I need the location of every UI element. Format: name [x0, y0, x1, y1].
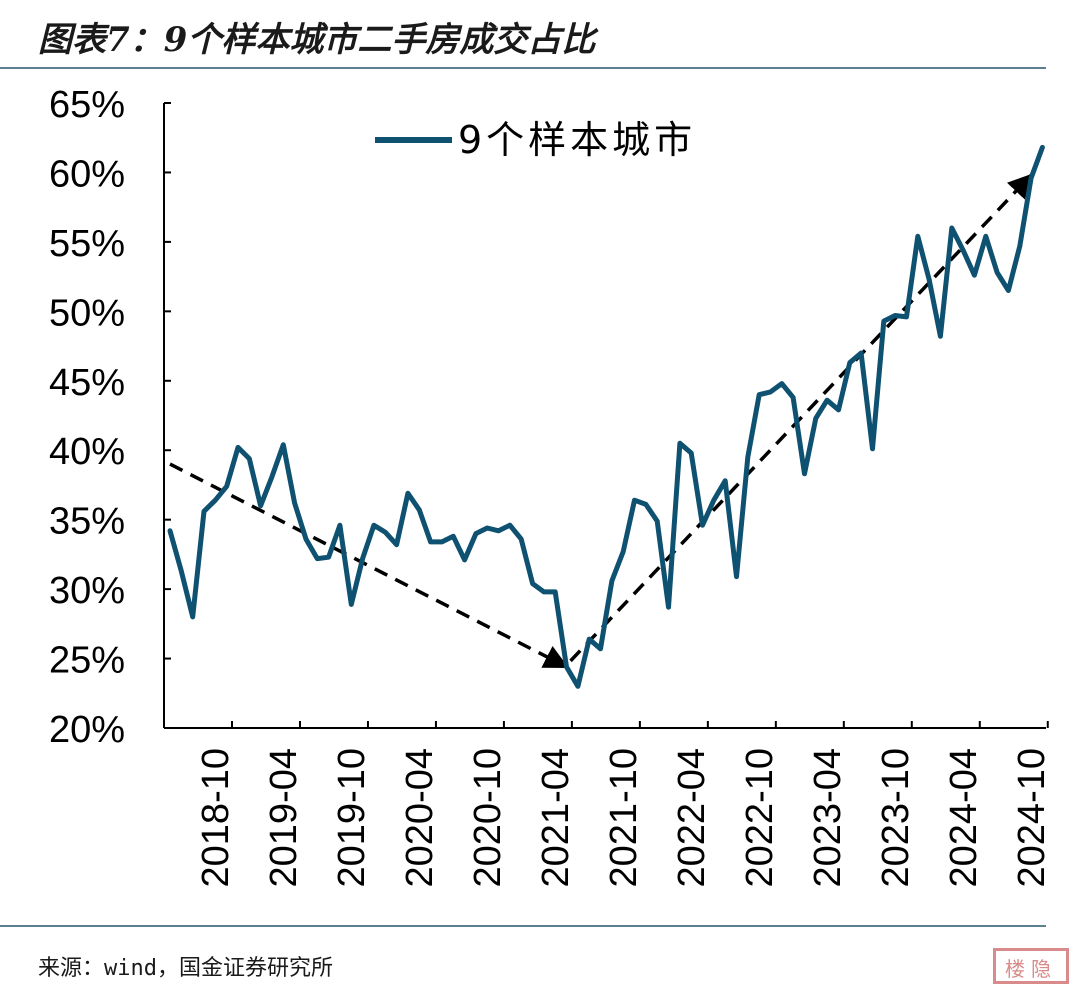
y-tick-label: 50%: [49, 292, 125, 334]
x-tick-label: 2024-10: [1011, 748, 1053, 887]
x-tick-label: 2023-04: [807, 748, 849, 887]
x-tick-label: 2021-04: [535, 748, 577, 887]
x-tick-label: 2020-04: [399, 748, 441, 887]
downtrend-arrow: [169, 462, 569, 669]
series-line: [167, 144, 1045, 689]
x-tick-label: 2019-04: [263, 748, 305, 887]
bottom-rule: [0, 925, 1046, 927]
y-tick-label: 60%: [49, 153, 125, 195]
chart-title: 图表7：9个样本城市二手房成交占比: [38, 20, 596, 60]
y-tick-label: 25%: [49, 640, 125, 682]
y-tick-label: 40%: [49, 431, 125, 473]
y-tick-label: 20%: [49, 709, 125, 751]
legend-label: 9个样本城市: [458, 118, 696, 162]
watermark-stamp: 楼隐: [993, 948, 1069, 984]
top-rule: [0, 67, 1046, 69]
y-tick-label: 65%: [49, 84, 125, 126]
x-tick-label: 2021-10: [603, 748, 645, 887]
y-tick-label: 55%: [49, 223, 125, 265]
x-tick-label: 2019-10: [331, 748, 373, 887]
y-tick-label: 45%: [49, 362, 125, 404]
x-tick-label: 2018-10: [195, 748, 237, 887]
source-note: 来源：wind，国金证券研究所: [38, 956, 333, 981]
x-tick-label: 2020-10: [467, 748, 509, 887]
uptrend-arrow: [569, 173, 1033, 663]
x-tick-label: 2023-10: [875, 748, 917, 887]
x-tick-label: 2022-10: [739, 748, 781, 887]
x-tick-label: 2024-04: [943, 748, 985, 887]
y-tick-label: 30%: [49, 570, 125, 612]
y-tick-label: 35%: [49, 501, 125, 543]
x-tick-label: 2022-04: [671, 748, 713, 887]
